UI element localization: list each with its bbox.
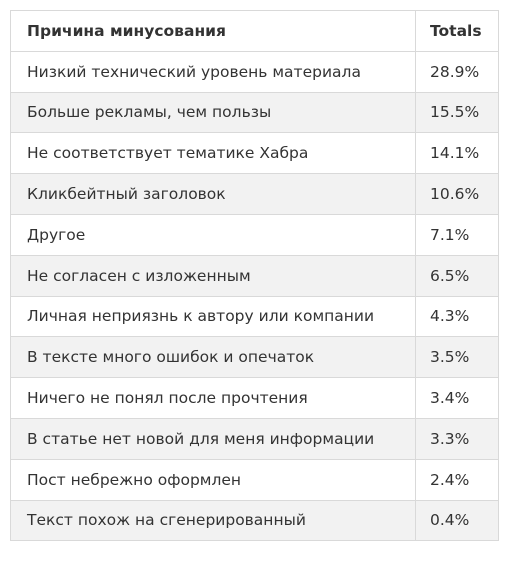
total-cell: 28.9%	[415, 50, 499, 93]
reason-cell: В тексте много ошибок и опечаток	[10, 336, 416, 379]
table-body: Низкий технический уровень материала 28.9…	[10, 50, 499, 542]
table-row: Не согласен с изложенным 6.5%	[10, 254, 499, 297]
total-cell: 14.1%	[415, 132, 499, 175]
total-cell: 4.3%	[415, 295, 499, 338]
reason-cell: Личная неприязнь к автору или компании	[10, 295, 416, 338]
total-cell: 2.4%	[415, 458, 499, 501]
table-row: Ничего не понял после прочтения 3.4%	[10, 377, 499, 419]
total-cell: 15.5%	[415, 91, 499, 134]
table-row: Не соответствует тематике Хабра 14.1%	[10, 132, 499, 175]
table-row: Кликбейтный заголовок 10.6%	[10, 173, 499, 215]
total-cell: 10.6%	[415, 173, 499, 215]
reason-cell: Текст похож на сгенерированный	[10, 499, 416, 542]
table-row: Пост небрежно оформлен 2.4%	[10, 458, 499, 501]
table-row: В тексте много ошибок и опечаток 3.5%	[10, 336, 499, 379]
reason-cell: В статье нет новой для меня информации	[10, 417, 416, 460]
reason-cell: Другое	[10, 213, 416, 256]
total-cell: 3.5%	[415, 336, 499, 379]
header-row: Причина минусования Totals	[10, 10, 499, 52]
reason-cell: Не согласен с изложенным	[10, 254, 416, 297]
table-row: В статье нет новой для меня информации 3.…	[10, 417, 499, 460]
results-table-wrapper: Причина минусования Totals Низкий технич…	[10, 10, 499, 542]
reason-cell: Больше рекламы, чем пользы	[10, 91, 416, 134]
total-cell: 7.1%	[415, 213, 499, 256]
reason-cell: Кликбейтный заголовок	[10, 173, 416, 215]
table-row: Больше рекламы, чем пользы 15.5%	[10, 91, 499, 134]
reason-cell: Не соответствует тематике Хабра	[10, 132, 416, 175]
total-cell: 3.3%	[415, 417, 499, 460]
table-row: Личная неприязнь к автору или компании 4.…	[10, 295, 499, 338]
table-row: Низкий технический уровень материала 28.9…	[10, 50, 499, 93]
column-header-totals: Totals	[415, 10, 499, 52]
table-row: Текст похож на сгенерированный 0.4%	[10, 499, 499, 542]
total-cell: 6.5%	[415, 254, 499, 297]
table-header: Причина минусования Totals	[10, 10, 499, 52]
reason-cell: Низкий технический уровень материала	[10, 50, 416, 93]
reason-cell: Пост небрежно оформлен	[10, 458, 416, 501]
reason-cell: Ничего не понял после прочтения	[10, 377, 416, 419]
total-cell: 3.4%	[415, 377, 499, 419]
results-table: Причина минусования Totals Низкий технич…	[10, 10, 499, 542]
column-header-reason: Причина минусования	[10, 10, 416, 52]
total-cell: 0.4%	[415, 499, 499, 542]
table-row: Другое 7.1%	[10, 213, 499, 256]
